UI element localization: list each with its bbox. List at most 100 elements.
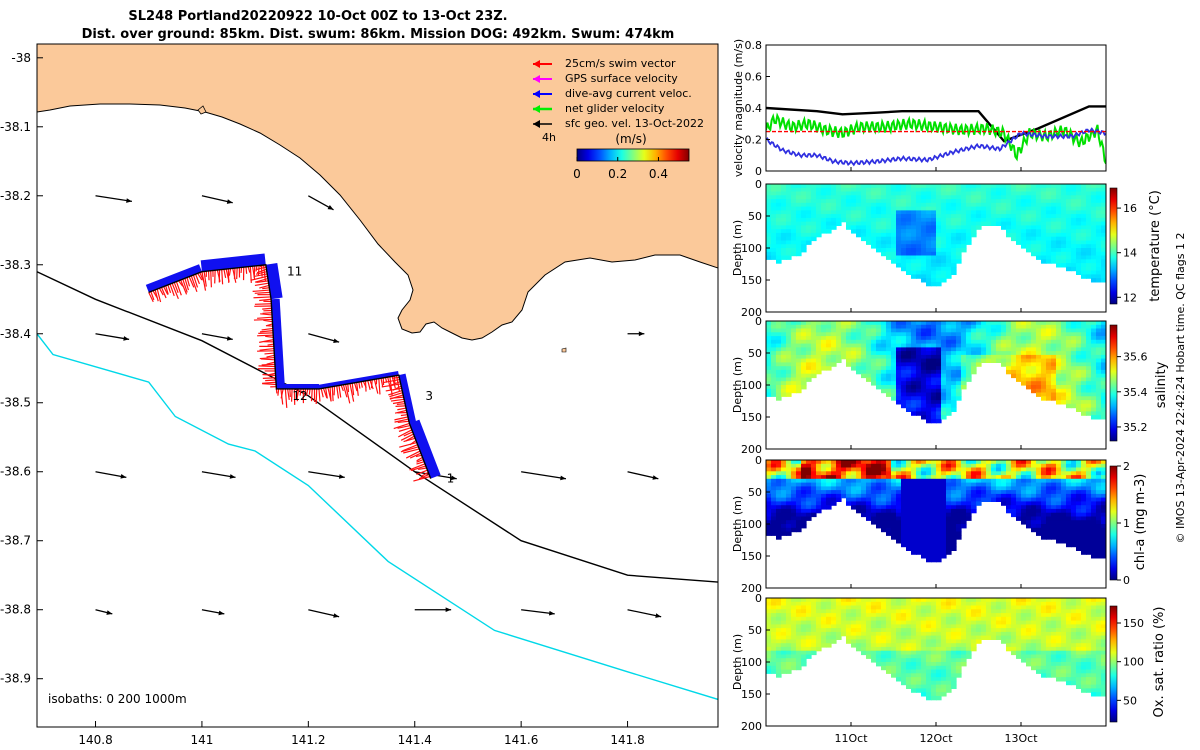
section-cell bbox=[1091, 550, 1097, 555]
section-cell bbox=[776, 210, 782, 215]
section-cell bbox=[1076, 512, 1082, 518]
section-cell bbox=[1021, 505, 1027, 510]
section-cell bbox=[1071, 392, 1077, 397]
section-cell bbox=[1046, 460, 1052, 465]
section-cell bbox=[791, 324, 797, 330]
section-cell bbox=[911, 336, 917, 341]
section-cell bbox=[1066, 392, 1072, 397]
section-cell bbox=[1071, 471, 1077, 476]
section-cell bbox=[1066, 512, 1072, 518]
section-cell bbox=[776, 206, 782, 211]
section-cell bbox=[941, 654, 947, 659]
section-cell bbox=[971, 369, 977, 375]
section-cell bbox=[776, 240, 782, 245]
section-cell bbox=[1046, 373, 1052, 379]
section-cell bbox=[1081, 396, 1087, 401]
section-cell bbox=[1081, 516, 1087, 521]
section-cell bbox=[1076, 206, 1082, 211]
section-cell bbox=[1071, 202, 1077, 208]
net-track-line bbox=[148, 264, 432, 479]
section-cell bbox=[811, 199, 817, 204]
section-cell bbox=[876, 598, 882, 603]
section-cell bbox=[786, 620, 792, 625]
section-cell bbox=[931, 358, 937, 363]
section-cell bbox=[1001, 362, 1007, 367]
swim-vector bbox=[416, 458, 424, 463]
section-cell bbox=[831, 328, 837, 333]
section-cell bbox=[861, 493, 867, 499]
section-cell bbox=[901, 392, 907, 397]
section-cell bbox=[886, 639, 892, 644]
section-cell bbox=[1066, 187, 1072, 193]
section-cell bbox=[951, 520, 957, 525]
section-cell bbox=[786, 195, 792, 200]
section-cell bbox=[941, 631, 947, 637]
section-cell bbox=[826, 482, 832, 487]
section-cell bbox=[906, 673, 912, 678]
section-cell bbox=[936, 554, 942, 559]
geo-velocity-arrow bbox=[308, 471, 345, 478]
section-cell bbox=[856, 643, 862, 648]
section-cell bbox=[1061, 221, 1067, 226]
section-cell bbox=[1046, 191, 1052, 196]
section-cell bbox=[846, 605, 852, 610]
section-cell bbox=[951, 369, 957, 375]
section-cell bbox=[836, 195, 842, 200]
section-cell bbox=[801, 482, 807, 487]
section-cell bbox=[776, 221, 782, 226]
section-cell bbox=[916, 620, 922, 625]
section-cell bbox=[886, 613, 892, 618]
section-cell bbox=[826, 354, 832, 360]
section-cell bbox=[1006, 229, 1012, 234]
section-cell bbox=[926, 609, 932, 614]
section-cell bbox=[916, 471, 922, 476]
section-cell bbox=[1041, 343, 1047, 348]
section-cell bbox=[926, 202, 932, 208]
section-cell bbox=[886, 347, 892, 352]
section-cell bbox=[906, 650, 912, 656]
section-cell bbox=[856, 598, 862, 603]
section-cell bbox=[986, 475, 992, 480]
section-cell bbox=[796, 486, 802, 491]
section-cell bbox=[906, 248, 912, 253]
section-cell bbox=[1006, 493, 1012, 499]
section-cell bbox=[831, 221, 837, 226]
swim-vector bbox=[356, 382, 359, 396]
section-cell bbox=[836, 202, 842, 208]
section-cell bbox=[846, 332, 852, 337]
geo-velocity-arrowhead bbox=[226, 199, 233, 204]
section-cell bbox=[1091, 366, 1097, 371]
section-cell bbox=[931, 263, 937, 268]
section-cell bbox=[786, 601, 792, 607]
section-cell bbox=[786, 248, 792, 253]
section-cell bbox=[946, 206, 952, 211]
section-cell bbox=[841, 486, 847, 491]
section-cell bbox=[801, 369, 807, 375]
section-cell bbox=[841, 463, 847, 469]
section-cell bbox=[1001, 460, 1007, 465]
section-cell bbox=[1016, 229, 1022, 234]
section-cell bbox=[1066, 524, 1072, 529]
section-cell bbox=[786, 366, 792, 371]
section-cell bbox=[1041, 516, 1047, 521]
section-cell bbox=[786, 236, 792, 242]
section-cell bbox=[941, 684, 947, 689]
section-cell bbox=[1031, 512, 1037, 518]
section-cell bbox=[811, 373, 817, 379]
section-cell bbox=[911, 539, 917, 544]
section-cell bbox=[956, 210, 962, 215]
section-cell bbox=[931, 184, 937, 189]
section-cell bbox=[796, 187, 802, 193]
section-cell bbox=[951, 214, 957, 219]
section-cell bbox=[771, 646, 777, 652]
section-cell bbox=[961, 358, 967, 363]
section-cell bbox=[986, 497, 992, 502]
section-cell bbox=[866, 347, 872, 352]
section-cell bbox=[1026, 336, 1032, 341]
section-cell bbox=[916, 403, 922, 409]
section-cell bbox=[776, 497, 782, 502]
section-cell bbox=[946, 490, 952, 495]
section-cell bbox=[1031, 493, 1037, 499]
section-cell bbox=[1086, 251, 1092, 257]
section-cell bbox=[921, 471, 927, 476]
